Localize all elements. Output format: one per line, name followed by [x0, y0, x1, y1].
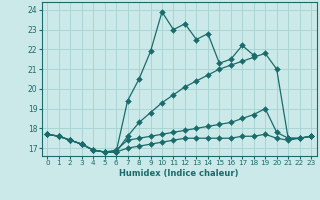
X-axis label: Humidex (Indice chaleur): Humidex (Indice chaleur) [119, 169, 239, 178]
